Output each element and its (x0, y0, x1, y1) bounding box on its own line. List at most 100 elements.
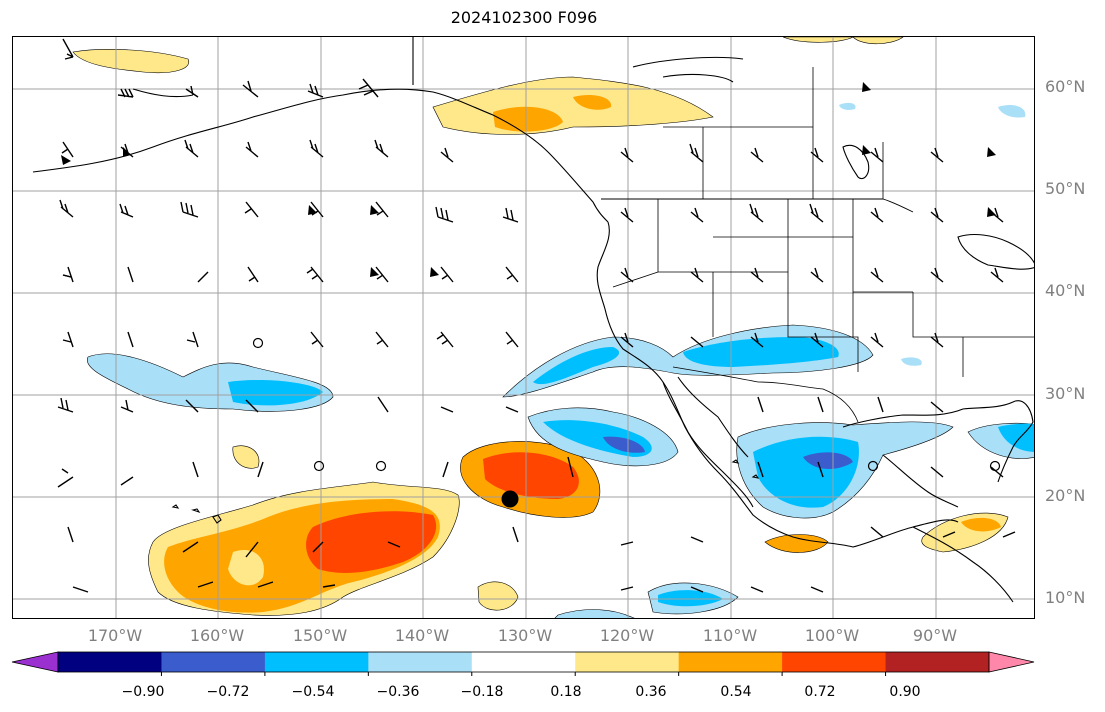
positive-anomaly-region (921, 512, 1009, 553)
wind-barb (374, 139, 389, 158)
wind-barb (61, 141, 74, 158)
wind-barb (120, 399, 134, 413)
wind-barb (870, 207, 884, 223)
wind-barb (750, 332, 764, 348)
alaska-coastline (632, 56, 744, 68)
wind-flag (430, 267, 439, 277)
wind-barb (810, 147, 824, 163)
wind-barb (185, 85, 199, 98)
wind-barb (245, 399, 259, 413)
colorbar-tick-label: 0.36 (635, 684, 667, 700)
wind-barb (375, 266, 389, 283)
wind-barb (512, 526, 519, 543)
wind-barb (440, 406, 454, 413)
wind-barb (72, 586, 89, 593)
wind-barb (567, 456, 574, 478)
wind-barb (244, 201, 259, 218)
wind-barb (375, 201, 389, 218)
calm-circle (989, 460, 1001, 472)
wind-barb (197, 271, 209, 283)
wind-barb (930, 207, 944, 223)
wind-barb (435, 206, 454, 223)
hawaii-islands (171, 504, 222, 524)
strong-negative-core (228, 380, 323, 406)
weak-anomaly-patch (228, 549, 264, 586)
wind-barb (757, 396, 764, 413)
positive-anomaly-region (432, 76, 714, 135)
wind-barb (620, 541, 634, 546)
longitude-label: 110°W (702, 626, 758, 645)
baja-coastline (677, 376, 749, 458)
wind-barb (247, 266, 259, 283)
colorbar-tick-label: 0.54 (720, 684, 752, 700)
wind-barb (322, 584, 336, 588)
wind-barb (870, 267, 884, 283)
wind-barb (810, 332, 824, 348)
colorbar-tick-label: −0.72 (206, 684, 250, 700)
wind-flag (370, 267, 379, 277)
wind-barb (690, 267, 704, 283)
wind-barb (620, 267, 634, 283)
wind-barb (185, 399, 199, 413)
mexico-us-border (672, 366, 859, 423)
baja-coastline (662, 381, 754, 508)
negative-anomaly-region (554, 609, 635, 618)
wind-barb (117, 88, 134, 98)
colorbar-segment (471, 652, 576, 672)
wind-barb (870, 526, 884, 538)
wind-flags (61, 82, 996, 277)
colorbar-border (57, 651, 990, 673)
wind-barb (930, 147, 944, 163)
wind-barb (749, 203, 764, 223)
map-panel (12, 36, 1035, 619)
canada-us-border (601, 198, 914, 213)
wind-barb (505, 331, 519, 348)
latitude-label: 30°N (1045, 384, 1086, 403)
positive-anomaly-core (961, 517, 1001, 532)
wind-barb (502, 207, 519, 223)
positive-anomaly-region (782, 37, 854, 43)
colorbar-segment (264, 652, 369, 672)
wind-barb (62, 38, 74, 60)
longitude-label: 170°W (87, 626, 143, 645)
wind-barb (870, 147, 884, 163)
wind-barb (120, 476, 134, 486)
strong-negative-core (683, 337, 839, 367)
colorbar-tick-label: 0.72 (804, 684, 836, 700)
wind-barb (309, 139, 324, 158)
shaded-fields (72, 37, 1034, 618)
wind-barb (810, 267, 824, 283)
wind-barb (689, 143, 704, 163)
wind-flag (862, 82, 871, 92)
wind-barb (245, 141, 259, 158)
wind-barb (750, 267, 764, 283)
wind-barb (990, 267, 1004, 283)
colorbar-extend-high (988, 651, 1035, 673)
colorbar-tick-label: −0.18 (460, 684, 504, 700)
positive-anomaly-region (852, 37, 904, 45)
strong-anomaly-core (306, 511, 437, 573)
wind-barb (307, 83, 324, 98)
wind-barb (1002, 531, 1016, 538)
wind-barb (257, 461, 264, 478)
wind-barb (67, 526, 74, 543)
calm-circle (313, 460, 325, 472)
wind-barb (192, 461, 199, 478)
wind-barb (942, 531, 956, 538)
negative-anomaly-region (502, 324, 874, 398)
wind-barb (877, 396, 884, 413)
wind-barb (57, 397, 74, 413)
wind-barb (750, 586, 764, 593)
negative-anomaly-region (901, 357, 922, 366)
positive-anomaly-region (764, 534, 829, 553)
wind-barb (809, 203, 824, 223)
wind-barb (930, 267, 944, 283)
longitude-label: 130°W (497, 626, 553, 645)
deep-negative-core (803, 452, 853, 469)
wind-barb (505, 406, 519, 413)
longitude-label: 140°W (394, 626, 450, 645)
wind-barb (990, 466, 1004, 478)
strong-negative-core (998, 423, 1034, 452)
colorbar-tick-label: 0.90 (889, 684, 921, 700)
colorbar-tick-label: −0.90 (121, 684, 165, 700)
